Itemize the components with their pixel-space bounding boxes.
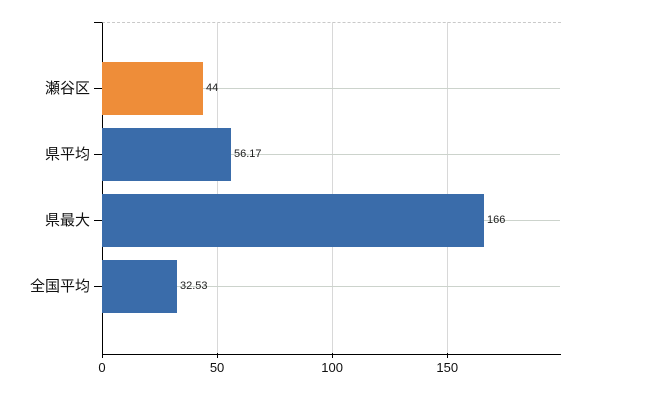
- value-label: 56.17: [234, 147, 262, 160]
- bar-row: 瀬谷区 44: [0, 61, 650, 115]
- category-gridline: [177, 286, 560, 288]
- x-axis-tick: [217, 353, 219, 358]
- vertical-gridline: [217, 22, 219, 353]
- y-axis-tick: [94, 286, 102, 288]
- y-axis-top-tick: [94, 22, 102, 23]
- category-label: 全国平均: [29, 278, 90, 296]
- value-label: 32.53: [180, 280, 208, 293]
- x-axis-tick: [102, 353, 103, 358]
- bar[interactable]: [102, 61, 203, 115]
- category-label: 瀬谷区: [44, 79, 90, 97]
- plot-area: [102, 22, 561, 355]
- x-axis-tick-label: 100: [321, 360, 343, 375]
- category-gridline: [203, 87, 560, 89]
- vertical-gridline: [332, 22, 334, 353]
- bar-row: 県平均 56.17: [0, 127, 650, 181]
- x-axis-tick-label: 150: [436, 360, 459, 375]
- x-axis-tick: [332, 353, 334, 358]
- bar-row: 県最大 166: [0, 194, 650, 248]
- category-gridline: [231, 153, 560, 155]
- x-axis-tick-label: 50: [209, 360, 225, 375]
- x-axis-tick: [447, 353, 449, 358]
- value-label: 44: [206, 81, 219, 94]
- bar-row: 全国平均 32.53: [0, 260, 650, 314]
- category-label: 県最大: [44, 212, 90, 230]
- vertical-gridline: [447, 22, 449, 353]
- y-axis-tick: [94, 87, 102, 89]
- y-axis-tick: [94, 220, 102, 222]
- bar[interactable]: [102, 127, 231, 181]
- bar[interactable]: [102, 194, 484, 248]
- category-gridline: [484, 220, 560, 222]
- y-axis-tick: [94, 153, 102, 155]
- x-axis-tick-label: 0: [98, 360, 106, 375]
- value-label: 166: [487, 214, 506, 227]
- category-label: 県平均: [44, 145, 90, 163]
- bar[interactable]: [102, 260, 177, 314]
